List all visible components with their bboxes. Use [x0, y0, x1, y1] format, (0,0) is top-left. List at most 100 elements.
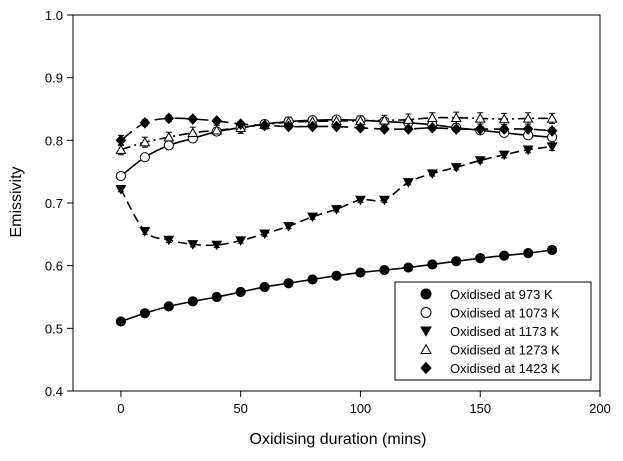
data-point	[354, 195, 366, 206]
data-point	[523, 248, 534, 259]
axes: 0 50 100 150 200 0.4 0.5 0.6 0.7 0.8 0.9 1.0	[45, 8, 611, 416]
data-point	[379, 123, 390, 135]
data-point	[451, 256, 462, 267]
data-point	[211, 291, 222, 303]
legend-label: Oxidised at 1073 K	[450, 306, 560, 321]
data-point	[163, 301, 174, 312]
data-point	[163, 112, 175, 125]
data-point	[546, 142, 558, 152]
data-point	[498, 113, 510, 124]
legend-label: Oxidised at 1273 K	[450, 343, 560, 358]
data-point	[378, 195, 390, 206]
data-point	[426, 112, 438, 122]
y-tick-label: 1.0	[45, 8, 63, 23]
legend-marker	[420, 326, 432, 337]
data-point	[115, 185, 127, 195]
data-point	[426, 169, 438, 179]
data-point	[546, 125, 558, 137]
data-point	[355, 121, 366, 134]
legend-marker	[420, 343, 432, 354]
legend-marker	[420, 361, 432, 375]
data-point	[187, 113, 199, 125]
data-point	[355, 267, 366, 278]
data-point	[211, 240, 223, 251]
data-point	[403, 123, 414, 135]
data-point	[115, 170, 127, 182]
data-point	[450, 123, 462, 135]
data-point	[283, 120, 294, 133]
data-point	[331, 270, 342, 281]
data-point	[498, 150, 510, 161]
legend-marker	[420, 288, 432, 300]
x-tick-label: 150	[469, 401, 491, 416]
y-tick-label: 0.6	[45, 259, 63, 274]
data-point	[115, 134, 127, 147]
data-point	[331, 205, 342, 215]
data-point	[163, 140, 174, 151]
data-point	[235, 286, 246, 298]
legend-label: Oxidised at 1423 K	[450, 361, 560, 376]
data-point	[474, 113, 486, 123]
data-point	[546, 113, 558, 123]
data-point	[187, 296, 198, 307]
data-point	[259, 229, 271, 240]
data-point	[139, 116, 151, 129]
data-point	[450, 112, 462, 122]
y-axis-title: Emissivity	[8, 166, 25, 237]
data-point	[498, 123, 510, 135]
data-point	[139, 308, 150, 319]
data-point	[402, 178, 414, 188]
y-tick-label: 0.9	[45, 71, 63, 86]
data-point	[475, 253, 486, 264]
data-point	[211, 124, 223, 135]
y-tick-label: 0.8	[45, 133, 63, 148]
legend-marker	[420, 307, 432, 318]
data-point	[139, 227, 151, 237]
data-points	[115, 112, 558, 327]
y-tick-label: 0.7	[45, 196, 63, 211]
data-point	[259, 281, 270, 293]
data-point	[450, 163, 462, 173]
data-point	[427, 121, 438, 134]
data-point	[307, 120, 318, 133]
data-point	[283, 222, 295, 232]
data-point	[331, 120, 342, 133]
data-point	[379, 264, 390, 276]
data-point	[474, 123, 486, 135]
data-point	[522, 113, 534, 123]
data-point	[115, 144, 127, 154]
data-point	[522, 145, 534, 156]
x-tick-label: 200	[589, 401, 611, 416]
x-tick-label: 0	[117, 401, 124, 416]
data-point	[283, 278, 294, 289]
data-point	[474, 156, 486, 166]
data-point	[163, 235, 175, 246]
legend-label: Oxidised at 1173 K	[450, 324, 559, 339]
x-axis-title: Oxidising duration (mins)	[250, 431, 427, 448]
y-tick-label: 0.4	[45, 384, 63, 399]
data-point	[546, 244, 558, 256]
data-point	[403, 262, 414, 273]
legend-label: Oxidised at 973 K	[450, 287, 553, 302]
y-tick-label: 0.5	[45, 321, 63, 336]
x-tick-label: 50	[233, 401, 247, 416]
data-point	[187, 127, 199, 137]
data-point	[235, 236, 247, 246]
data-point	[307, 212, 319, 223]
data-point	[211, 115, 223, 127]
data-point	[307, 274, 318, 285]
data-point	[522, 123, 534, 135]
data-point	[427, 259, 438, 270]
data-point	[163, 131, 175, 142]
legend: Oxidised at 973 K Oxidised at 1073 K Oxidi…	[394, 281, 592, 381]
series-line-3	[120, 145, 553, 247]
data-point	[139, 136, 151, 147]
data-point	[235, 118, 246, 130]
data-point	[115, 316, 127, 327]
data-point	[139, 152, 150, 163]
x-tick-label: 100	[350, 401, 372, 416]
data-point	[259, 119, 270, 132]
data-point	[499, 250, 510, 261]
